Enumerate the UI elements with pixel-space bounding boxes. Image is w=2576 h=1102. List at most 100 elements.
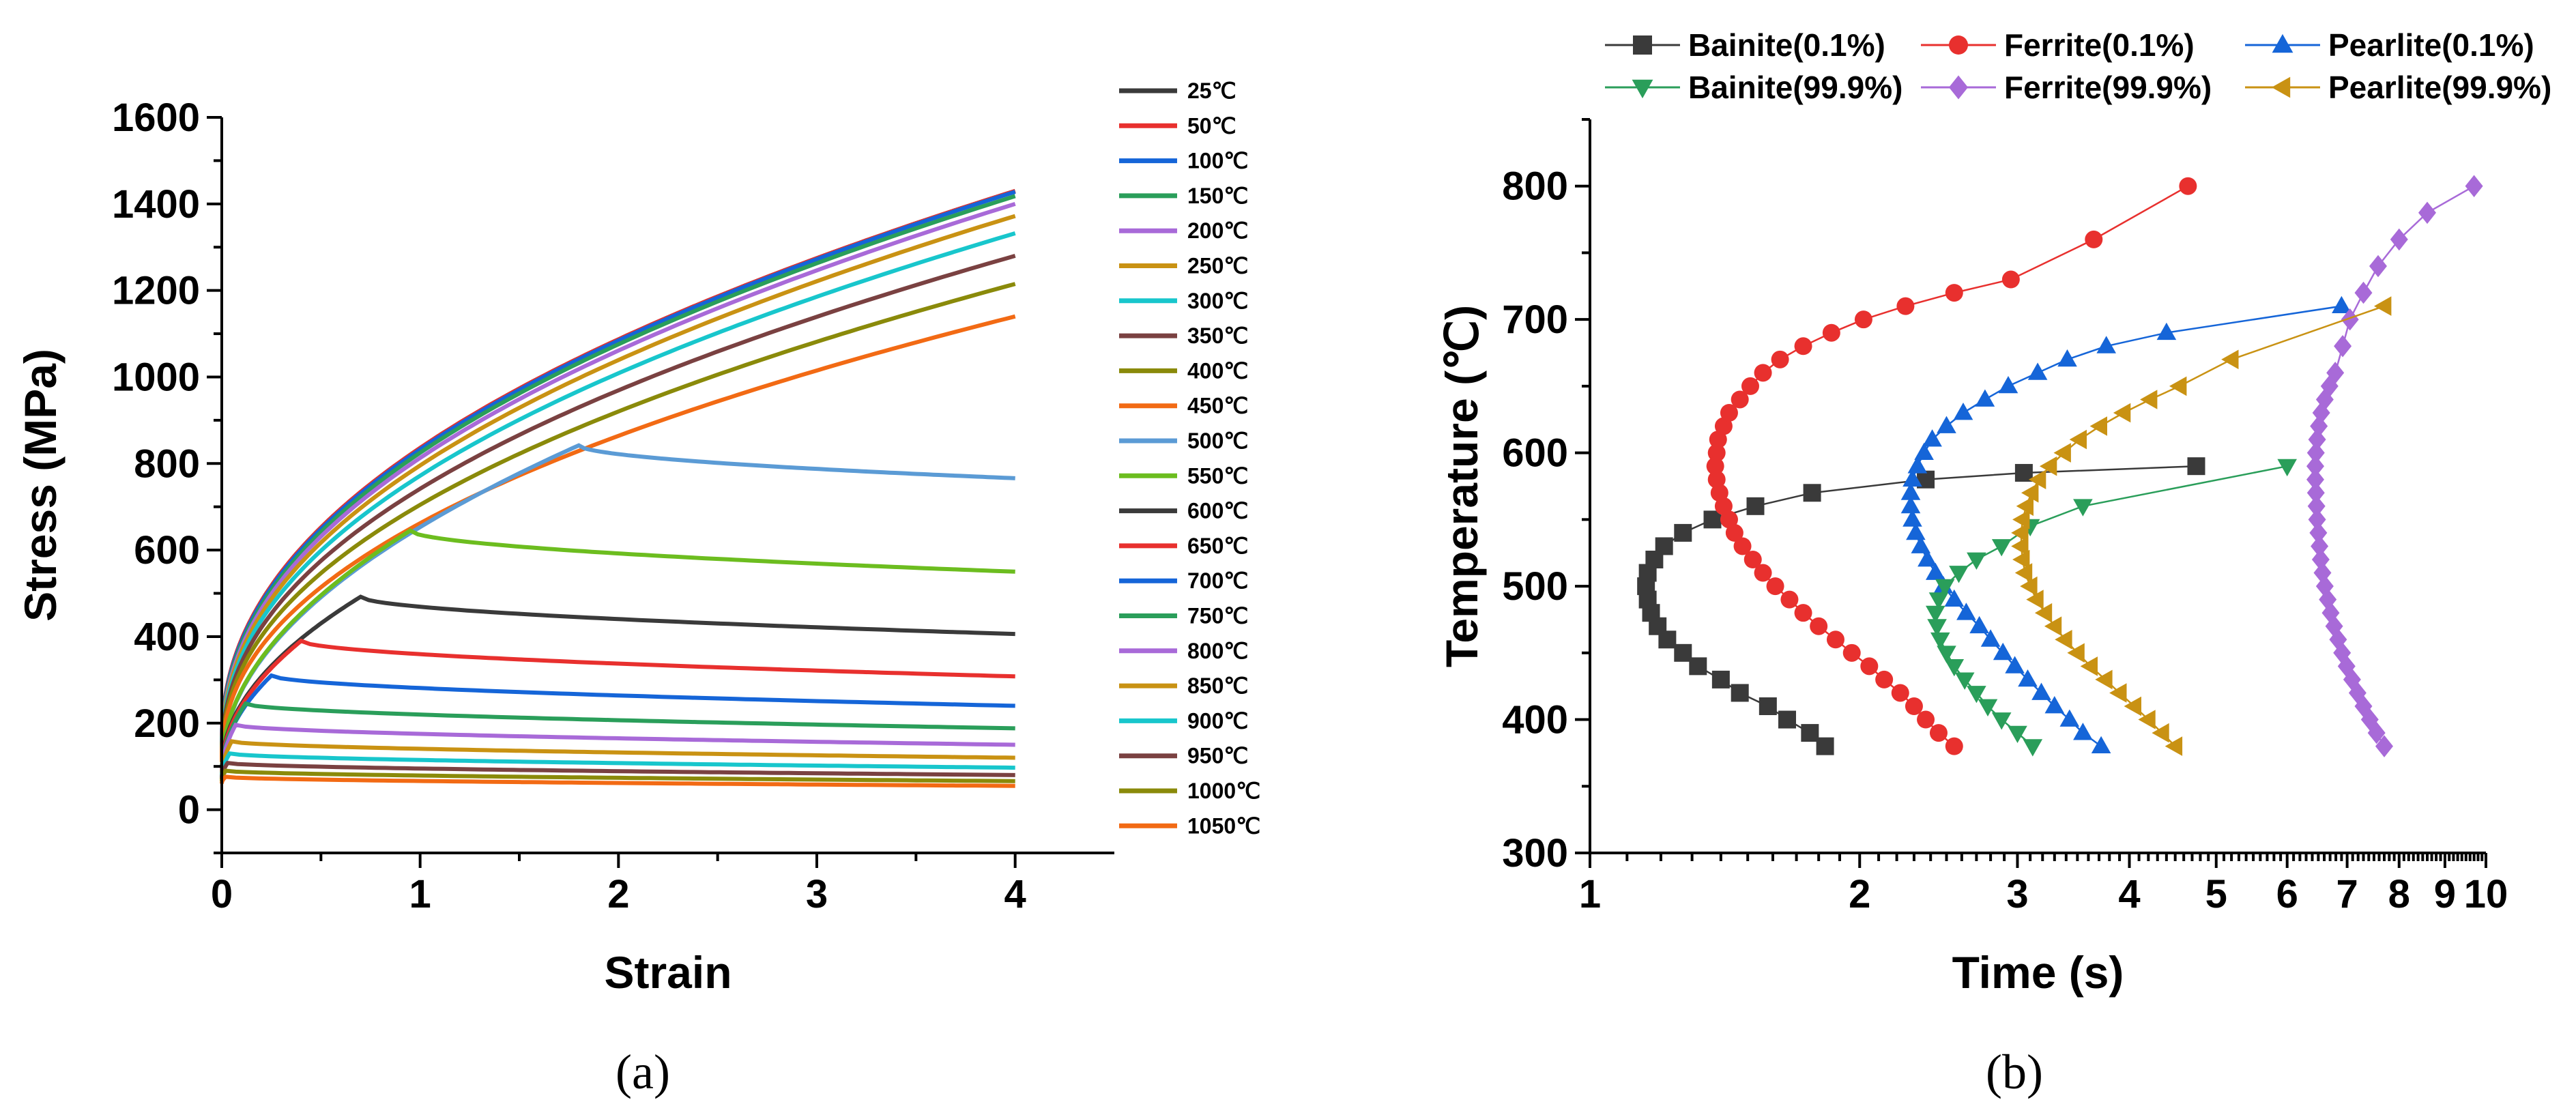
data-point-ferrite-0-1 [1720, 404, 1738, 422]
data-point-bainite-99-9 [2008, 725, 2027, 743]
data-point-ferrite-99-9 [2315, 575, 2334, 598]
data-point-ferrite-99-9 [2311, 535, 2329, 557]
series-bainite-99-9 [1926, 459, 2297, 757]
series-line-pearlite-0-1 [1909, 305, 2342, 747]
data-point-pearlite-0-1 [1902, 509, 1922, 527]
data-point-bainite-0-1 [1816, 737, 1834, 755]
data-point-bainite-99-9 [1930, 632, 1950, 650]
legend-label-800: 800℃ [1187, 639, 1248, 663]
data-point-pearlite-99-9 [2016, 496, 2034, 517]
data-point-ferrite-99-9 [2313, 562, 2332, 584]
data-point-ferrite-0-1 [1917, 710, 1935, 729]
legend-label-pearlite-0-1: Pearlite(0.1%) [2328, 27, 2534, 63]
series-line-1000 [220, 768, 1015, 783]
data-point-bainite-0-1 [1674, 643, 1692, 662]
legend-label-ferrite-99-9: Ferrite(99.9%) [2004, 70, 2212, 105]
data-point-ferrite-99-9 [2375, 735, 2393, 757]
data-point-pearlite-99-9 [2012, 510, 2030, 530]
panel-label-b: (b) [1986, 1045, 2043, 1099]
data-point-pearlite-0-1 [1926, 562, 1945, 580]
data-point-ferrite-99-9 [2309, 521, 2328, 545]
legend-a: 25℃ 50℃ 100℃ 150℃ 200℃ 250℃ 300℃ 350℃ 400℃ 450℃ 50… [1119, 78, 1260, 838]
y-tick-label-a: 1000 [112, 355, 200, 399]
data-point-bainite-0-1 [1674, 523, 1692, 542]
data-point-pearlite-99-9 [2026, 590, 2044, 609]
data-point-bainite-0-1 [1803, 484, 1821, 502]
legend-b: Bainite(0.1%) Ferrite(0.1%) Pearlite(0.1%)… [1605, 27, 2551, 105]
data-point-bainite-99-9 [1991, 539, 2012, 557]
series-line-250 [220, 214, 1016, 754]
data-point-pearlite-99-9 [2044, 616, 2062, 636]
data-point-pearlite-99-9 [2152, 723, 2169, 743]
y-tick-label-a: 800 [134, 441, 200, 486]
data-point-pearlite-0-1 [2073, 723, 2093, 740]
data-point-ferrite-99-9 [2306, 482, 2325, 504]
data-point-ferrite-0-1 [1945, 284, 1963, 302]
series-line-150 [220, 194, 1016, 749]
data-point-ferrite-0-1 [2179, 177, 2197, 195]
data-point-pearlite-99-9 [2080, 656, 2098, 676]
data-point-pearlite-0-1 [1914, 442, 1934, 460]
legend-label-550: 550℃ [1187, 463, 1248, 488]
legend-label-250: 250℃ [1187, 254, 1248, 278]
series-line-800 [220, 722, 1015, 777]
data-point-ferrite-0-1 [1710, 484, 1728, 502]
y-tick-label-a: 1200 [112, 269, 200, 313]
x-axis-label-a: Strain [604, 947, 732, 998]
data-point-ferrite-0-1 [1714, 417, 1733, 435]
data-point-ferrite-99-9 [2306, 468, 2324, 491]
data-point-ferrite-0-1 [1731, 390, 1749, 409]
data-point-pearlite-99-9 [2021, 483, 2039, 503]
series-pearlite-99-9 [2011, 296, 2392, 756]
series-line-900 [220, 751, 1015, 779]
x-tick-label-b: 1 [1579, 872, 1601, 916]
y-tick-label-b: 700 [1502, 298, 1568, 342]
data-point-bainite-0-1 [2014, 463, 2033, 482]
series-bainite-0-1 [1637, 457, 2205, 755]
data-point-ferrite-99-9 [2306, 454, 2324, 478]
data-point-ferrite-99-9 [2307, 495, 2326, 518]
legend-label-900: 900℃ [1187, 708, 1248, 733]
data-point-pearlite-0-1 [1998, 376, 2018, 394]
y-tick-label-a: 400 [134, 615, 200, 659]
legend-marker-pearlite-0-1 [2272, 33, 2293, 53]
data-point-pearlite-0-1 [2057, 349, 2077, 367]
data-point-pearlite-0-1 [2031, 682, 2051, 700]
y-tick-label-a: 1400 [112, 182, 200, 227]
data-point-ferrite-99-9 [2311, 548, 2330, 571]
data-point-ferrite-0-1 [1733, 537, 1752, 555]
legend-label-850: 850℃ [1187, 673, 1248, 698]
data-point-bainite-0-1 [1801, 724, 1819, 742]
panel-label-a: (a) [616, 1045, 670, 1099]
data-point-pearlite-0-1 [1975, 389, 1995, 407]
data-point-bainite-99-9 [2277, 459, 2297, 477]
data-point-pearlite-0-1 [2005, 656, 2025, 673]
data-point-ferrite-0-1 [1929, 724, 1948, 742]
data-point-pearlite-99-9 [2020, 576, 2038, 596]
data-point-bainite-99-9 [1935, 579, 1955, 596]
legend-marker-bainite-99-9 [1632, 79, 1653, 99]
data-point-pearlite-0-1 [1917, 549, 1937, 567]
data-point-pearlite-99-9 [2124, 696, 2141, 716]
data-point-ferrite-0-1 [1875, 670, 1894, 688]
data-point-bainite-99-9 [1978, 699, 1998, 716]
data-point-ferrite-99-9 [2308, 508, 2326, 531]
y-tick-label-a: 600 [134, 528, 200, 572]
data-point-bainite-0-1 [1703, 510, 1722, 529]
data-point-ferrite-0-1 [1780, 590, 1799, 609]
series-line-350 [220, 254, 1016, 758]
x-tick-label-a: 1 [409, 872, 431, 916]
data-point-ferrite-99-9 [2329, 628, 2347, 651]
data-point-bainite-0-1 [1655, 537, 1673, 555]
data-point-ferrite-0-1 [1794, 604, 1812, 622]
data-point-ferrite-99-9 [2348, 682, 2367, 704]
series-line-ferrite-99-9 [2314, 185, 2475, 747]
legend-label-650: 650℃ [1187, 534, 1248, 558]
legend-label-bainite-99-9: Bainite(99.9%) [1688, 70, 1902, 105]
data-point-bainite-99-9 [1967, 552, 1986, 570]
data-point-ferrite-99-9 [2354, 281, 2373, 304]
data-point-bainite-99-9 [1927, 619, 1947, 637]
data-point-ferrite-0-1 [1707, 470, 1726, 489]
cct-series [1637, 175, 2483, 757]
data-point-pearlite-99-9 [2053, 443, 2071, 463]
